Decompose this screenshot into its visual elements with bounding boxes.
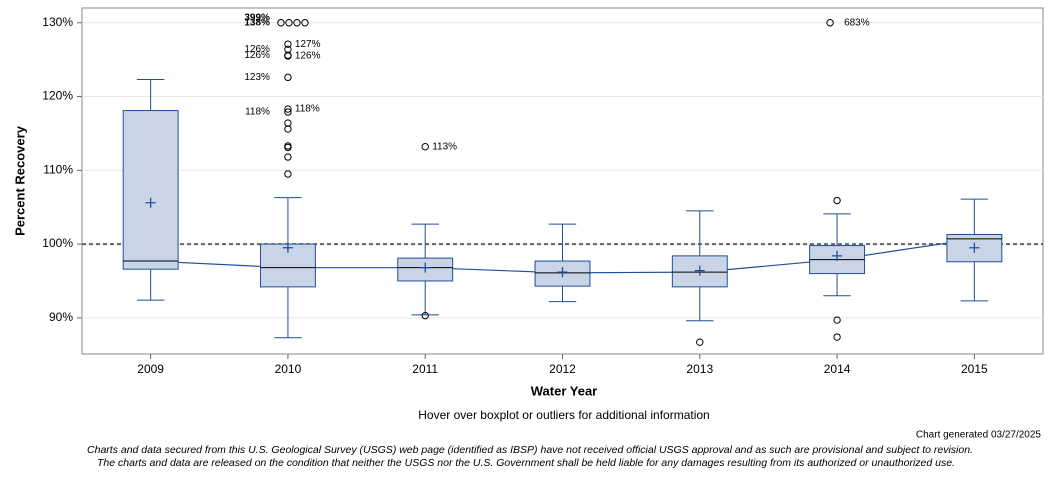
outlier-label: 123%: [244, 72, 270, 83]
mean-marker: [969, 242, 980, 253]
x-tick-label: 2015: [961, 362, 988, 376]
x-tick-label: 2009: [137, 362, 164, 376]
offscale-label: 683%: [844, 17, 870, 28]
y-tick-label: 110%: [43, 162, 73, 176]
outlier-label: 126%: [295, 51, 321, 62]
outlier-label: 127%: [295, 39, 321, 50]
outlier: [284, 143, 292, 152]
outlier-label: 118%: [245, 107, 270, 118]
generated-date: Chart generated 03/27/2025: [916, 430, 1042, 441]
outlier: [421, 142, 429, 151]
y-tick-label: 100%: [42, 236, 73, 250]
mean-marker: [694, 265, 705, 276]
outlier: [284, 73, 292, 82]
x-axis-label: Water Year: [531, 383, 598, 398]
outlier: [284, 108, 292, 116]
outlier: [284, 40, 292, 48]
x-tick-label: 2013: [686, 362, 713, 376]
outlier: [284, 105, 292, 113]
offscale-label: 399%: [244, 12, 270, 23]
outlier-label: 113%: [432, 141, 457, 152]
x-tick-label: 2014: [824, 362, 851, 376]
outlier: [293, 19, 301, 27]
mean-marker: [420, 262, 431, 273]
hover-note: Hover over boxplot or outliers for addit…: [418, 408, 709, 422]
y-tick-label: 90%: [49, 310, 73, 324]
disclaimer: The charts and data are released on the …: [97, 457, 955, 469]
mean-marker: [557, 267, 568, 278]
outlier: [284, 170, 292, 178]
outlier: [301, 19, 309, 27]
outlier: [833, 196, 841, 205]
outlier: [833, 316, 841, 324]
outlier: [826, 19, 834, 27]
outlier: [285, 19, 293, 27]
outlier: [833, 333, 841, 341]
mean-marker: [145, 197, 156, 208]
y-tick-label: 130%: [42, 15, 73, 29]
box: [122, 110, 179, 270]
outlier: [284, 142, 292, 150]
outlier-label: 118%: [295, 104, 320, 115]
outlier: [277, 19, 285, 27]
offscale-label: 138%: [244, 17, 270, 28]
y-tick-label: 120%: [42, 89, 73, 103]
outlier: [696, 338, 704, 346]
outlier-label: 126%: [244, 44, 270, 55]
disclaimer: Charts and data secured from this U.S. G…: [87, 444, 973, 456]
x-tick-label: 2012: [549, 362, 576, 376]
y-axis-label: Percent Recovery: [12, 125, 27, 236]
outlier-label: 126%: [244, 50, 270, 61]
outlier: [421, 311, 429, 320]
x-tick-label: 2010: [275, 362, 302, 376]
outlier: [284, 125, 292, 133]
x-tick-label: 2011: [412, 362, 438, 376]
outlier: [284, 153, 292, 161]
outlier: [284, 52, 292, 60]
mean-marker: [832, 250, 843, 261]
mean-marker: [282, 242, 293, 253]
